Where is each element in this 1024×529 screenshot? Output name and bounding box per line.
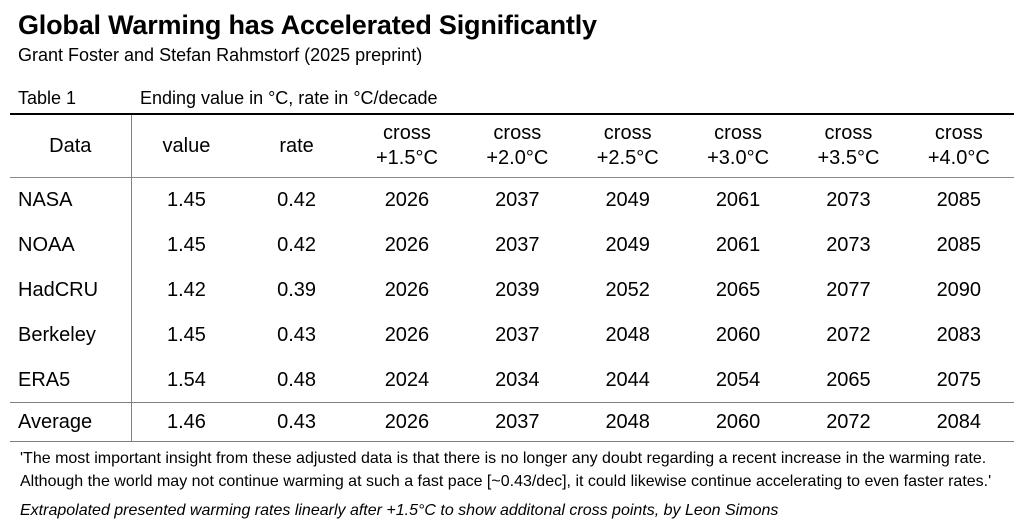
cell-cross-4-0: 2075 xyxy=(936,368,982,391)
cross-threshold: +4.0°C xyxy=(927,147,990,170)
table-label: Table 1 xyxy=(18,87,77,108)
cell-cross-2-5: 2049 xyxy=(605,189,650,212)
cell-cross-2-0: 2037 xyxy=(495,233,540,256)
row-label: ERA5 xyxy=(10,357,132,403)
cell-cross-3-0: 2061 xyxy=(715,189,761,212)
cross-threshold: +3.5°C xyxy=(817,147,880,170)
cross-threshold: +1.5°C xyxy=(375,147,438,170)
cell-rate: 0.39 xyxy=(277,278,317,301)
table-body: NASA 1.45 0.42 2026 2037 2049 2061 2073 … xyxy=(10,177,1014,442)
cell-value: 1.45 xyxy=(166,189,206,212)
cell-cross-3-0: 2060 xyxy=(715,410,761,433)
cell-cross-4-0: 2085 xyxy=(936,233,982,256)
col-header-cross-1-5: cross +1.5°C xyxy=(352,114,462,178)
row-label: HadCRU xyxy=(10,267,132,313)
cross-threshold: +3.0°C xyxy=(707,147,770,170)
row-label: NASA xyxy=(10,177,132,223)
cell-rate: 0.43 xyxy=(277,323,317,346)
col-header-rate: rate xyxy=(279,134,314,157)
cell-cross-2-0: 2039 xyxy=(495,278,540,301)
cross-word: cross xyxy=(824,122,873,145)
col-header-cross-3-5: cross +3.5°C xyxy=(793,114,903,178)
page-subtitle: Grant Foster and Stefan Rahmstorf (2025 … xyxy=(18,45,423,66)
cell-cross-2-5: 2048 xyxy=(605,323,650,346)
table-caption: Ending value in °C, rate in °C/decade xyxy=(140,87,438,108)
cell-cross-4-0: 2090 xyxy=(936,278,982,301)
cross-word: cross xyxy=(714,122,762,145)
cell-value: 1.45 xyxy=(166,233,206,256)
row-label: Average xyxy=(10,402,132,442)
cell-cross-2-5: 2048 xyxy=(605,410,650,433)
cell-rate: 0.42 xyxy=(277,189,317,212)
cell-cross-3-5: 2073 xyxy=(826,233,871,256)
cell-cross-3-5: 2065 xyxy=(826,368,871,391)
col-header-cross-3-0: cross +3.0°C xyxy=(683,114,793,178)
cell-cross-3-5: 2073 xyxy=(826,189,871,212)
page-title: Global Warming has Accelerated Significa… xyxy=(18,10,597,40)
cell-cross-4-0: 2083 xyxy=(936,323,982,346)
col-header-data: Data xyxy=(10,113,132,178)
cell-value: 1.54 xyxy=(166,368,206,391)
cell-value: 1.45 xyxy=(166,323,206,346)
table-row-hadcru: HadCRU 1.42 0.39 2026 2039 2052 2065 207… xyxy=(10,267,1014,313)
cell-cross-1-5: 2024 xyxy=(384,368,430,391)
cross-word: cross xyxy=(493,122,542,145)
cell-cross-1-5: 2026 xyxy=(384,278,430,301)
col-header-cross-4-0: cross +4.0°C xyxy=(904,114,1014,178)
cell-cross-3-0: 2060 xyxy=(715,323,761,346)
table-row-average: Average 1.46 0.43 2026 2037 2048 2060 20… xyxy=(10,402,1014,442)
cell-cross-2-0: 2037 xyxy=(495,323,540,346)
cell-cross-2-5: 2052 xyxy=(605,278,650,301)
cell-cross-3-5: 2072 xyxy=(826,410,871,433)
cell-rate: 0.43 xyxy=(277,410,317,433)
table-row-berkeley: Berkeley 1.45 0.43 2026 2037 2048 2060 2… xyxy=(10,312,1014,358)
cell-cross-3-0: 2065 xyxy=(715,278,761,301)
cell-cross-4-0: 2084 xyxy=(936,410,982,433)
footnote-attribution: Extrapolated presented warming rates lin… xyxy=(20,502,779,520)
row-label: Berkeley xyxy=(10,312,132,358)
col-header-cross-2-0: cross +2.0°C xyxy=(462,114,572,178)
cross-word: cross xyxy=(934,122,983,145)
cell-rate: 0.48 xyxy=(277,368,317,391)
cell-value: 1.46 xyxy=(166,410,206,433)
cell-rate: 0.42 xyxy=(277,233,317,256)
cell-cross-2-5: 2044 xyxy=(605,368,650,391)
cross-word: cross xyxy=(383,122,431,145)
header-row: Data value rate cross +1.5°C cross +2.0°… xyxy=(10,113,1014,178)
cell-cross-3-0: 2061 xyxy=(715,233,761,256)
cell-cross-1-5: 2026 xyxy=(384,233,430,256)
table-row-noaa: NOAA 1.45 0.42 2026 2037 2049 2061 2073 … xyxy=(10,222,1014,268)
header-block: Global Warming has Accelerated Significa… xyxy=(0,0,1024,109)
cell-cross-2-5: 2049 xyxy=(605,233,650,256)
cell-cross-2-0: 2037 xyxy=(495,410,540,433)
footnote-quote-line1: 'The most important insight from these a… xyxy=(20,450,987,468)
cross-threshold: +2.5°C xyxy=(596,147,659,170)
cell-cross-1-5: 2026 xyxy=(384,323,430,346)
data-table: Data value rate cross +1.5°C cross +2.0°… xyxy=(10,112,1014,443)
table-row-era5: ERA5 1.54 0.48 2024 2034 2044 2054 2065 … xyxy=(10,357,1014,403)
table-row-nasa: NASA 1.45 0.42 2026 2037 2049 2061 2073 … xyxy=(10,177,1014,223)
cell-cross-3-5: 2077 xyxy=(826,278,871,301)
footnote-quote: 'The most important insight from these a… xyxy=(20,447,1014,493)
row-label: NOAA xyxy=(10,222,132,268)
cell-cross-3-5: 2072 xyxy=(826,323,871,346)
cell-cross-1-5: 2026 xyxy=(384,189,430,212)
col-header-cross-2-5: cross +2.5°C xyxy=(573,114,683,178)
cross-word: cross xyxy=(603,122,652,145)
cell-value: 1.42 xyxy=(166,278,206,301)
table-caption-row: Table 1 Ending value in °C, rate in °C/d… xyxy=(18,88,1014,109)
footnote-quote-line2: Although the world may not continue warm… xyxy=(20,473,992,491)
cell-cross-2-0: 2034 xyxy=(495,368,540,391)
cell-cross-3-0: 2054 xyxy=(715,368,761,391)
cell-cross-4-0: 2085 xyxy=(936,189,982,212)
cell-cross-1-5: 2026 xyxy=(384,410,430,433)
cell-cross-2-0: 2037 xyxy=(495,189,540,212)
col-header-value: value xyxy=(162,134,211,157)
cross-threshold: +2.0°C xyxy=(486,147,549,170)
table-header: Data value rate cross +1.5°C cross +2.0°… xyxy=(10,113,1014,178)
